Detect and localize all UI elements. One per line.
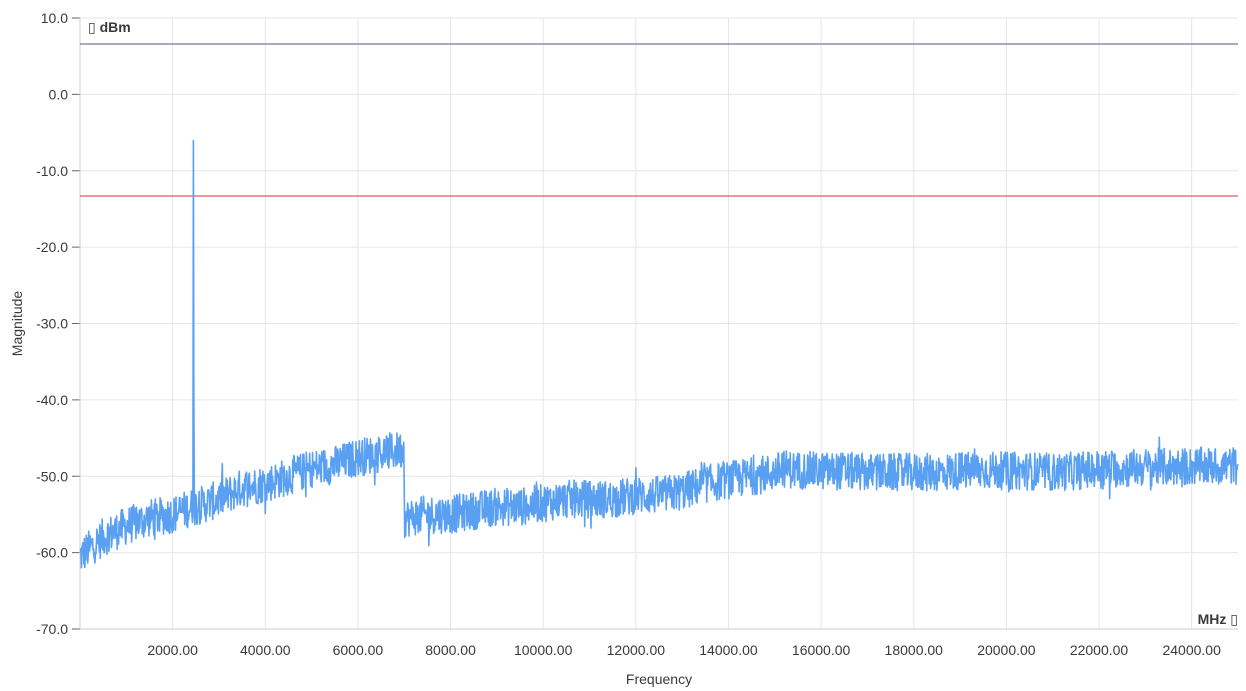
y-tick-label: -30.0 xyxy=(36,316,68,332)
y-tick-label: -50.0 xyxy=(36,468,68,484)
x-tick-label: 20000.00 xyxy=(977,642,1036,658)
y-tick-label: 10.0 xyxy=(41,10,68,26)
x-unit-label: MHz ▯ xyxy=(1198,611,1238,627)
x-tick-label: 10000.00 xyxy=(514,642,573,658)
x-axis-title: Frequency xyxy=(626,671,692,687)
y-tick-labels: 10.0 0.0 -10.0 -20.0 -30.0 -40.0 -50.0 -60.0 -70… xyxy=(36,10,68,637)
y-tick-label: -10.0 xyxy=(36,163,68,179)
x-tick-labels: 2000.00 4000.00 6000.00 8000.00 10000.00 1200… xyxy=(147,642,1221,658)
x-tick-label: 18000.00 xyxy=(885,642,944,658)
x-tick-label: 4000.00 xyxy=(240,642,291,658)
y-tick-label: -60.0 xyxy=(36,545,68,561)
grid-lines xyxy=(80,17,1238,630)
x-tick-label: 2000.00 xyxy=(147,642,198,658)
y-tick-label: -70.0 xyxy=(36,621,68,637)
y-tick-label: 0.0 xyxy=(49,86,69,102)
x-tick-label: 14000.00 xyxy=(699,642,758,658)
y-tick-label: -40.0 xyxy=(36,392,68,408)
series-layer xyxy=(79,139,1239,569)
axes xyxy=(72,17,1238,630)
x-tick-label: 6000.00 xyxy=(333,642,384,658)
x-tick-label: 16000.00 xyxy=(792,642,851,658)
x-tick-label: 8000.00 xyxy=(425,642,476,658)
y-axis-title: Magnitude xyxy=(9,291,25,357)
y-unit-label: ▯ dBm xyxy=(88,19,131,35)
x-tick-label: 24000.00 xyxy=(1162,642,1221,658)
reference-lines xyxy=(80,43,1238,197)
magnitude-series-line xyxy=(79,139,1239,569)
y-tick-label: -20.0 xyxy=(36,239,68,255)
x-tick-label: 22000.00 xyxy=(1070,642,1129,658)
x-tick-label: 12000.00 xyxy=(607,642,666,658)
